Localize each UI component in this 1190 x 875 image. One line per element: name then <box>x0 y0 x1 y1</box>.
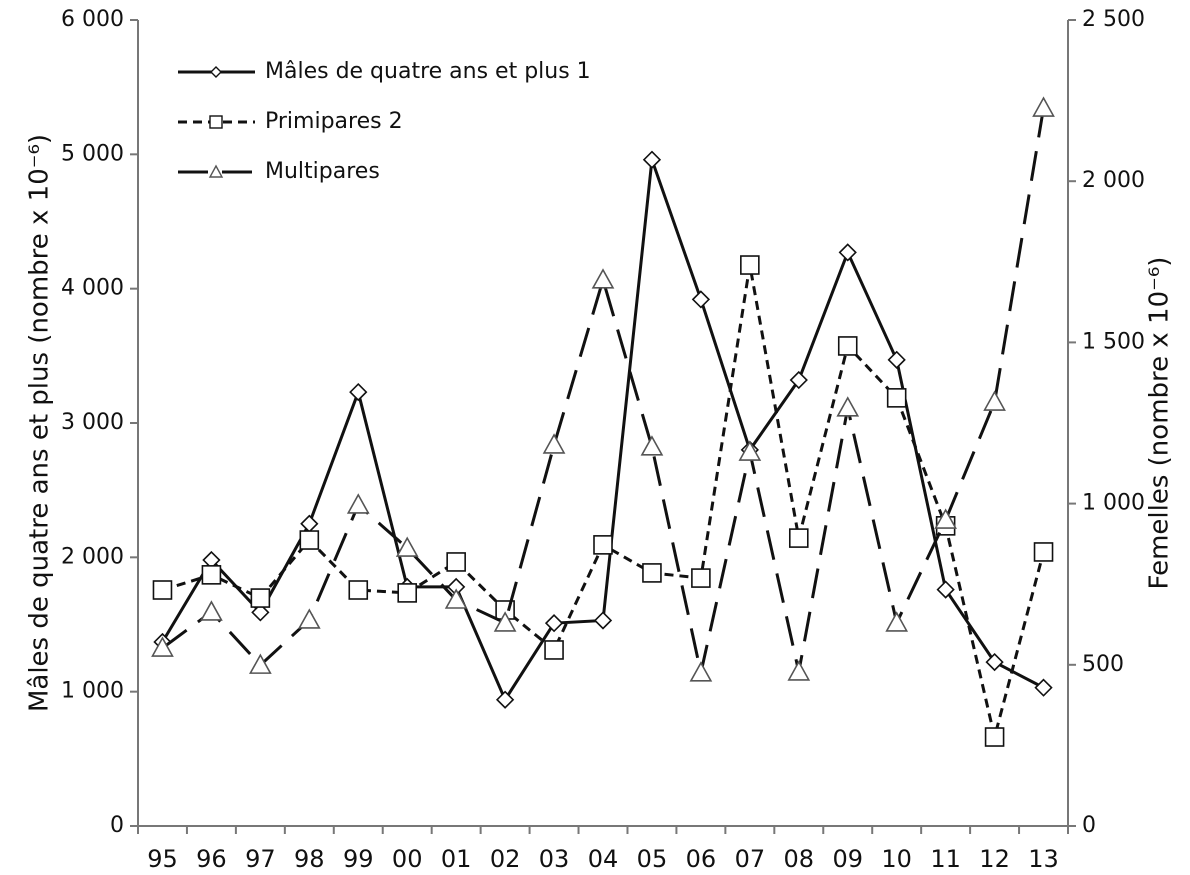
y-tick-label: 4 000 <box>61 276 124 301</box>
square-marker <box>348 580 369 600</box>
x-tick-label: 02 <box>490 845 521 873</box>
square-marker <box>984 727 1005 747</box>
diamond-marker <box>838 243 857 262</box>
x-tick-label: 13 <box>1028 845 1059 873</box>
square-marker <box>152 580 173 600</box>
diamond-marker <box>593 611 613 630</box>
diamond-marker <box>1034 678 1053 697</box>
y-tick-label: 0 <box>110 813 124 838</box>
triangle-marker <box>200 600 223 621</box>
x-tick-label: 03 <box>539 845 570 873</box>
y-tick-label: 1 000 <box>61 679 124 704</box>
triangle-marker <box>787 660 811 681</box>
legend-label: Multipares <box>265 159 380 184</box>
y-tick-label: 2 000 <box>61 544 124 569</box>
square-marker <box>250 588 271 608</box>
triangle-marker <box>885 611 909 632</box>
square-marker <box>446 552 466 572</box>
diamond-marker <box>691 290 711 309</box>
y2-tick-label: 1 500 <box>1082 329 1145 354</box>
square-marker <box>1033 542 1054 562</box>
legend-marker <box>210 66 222 78</box>
x-tick-label: 98 <box>294 845 325 873</box>
diamond-marker <box>642 150 662 169</box>
triangle-marker <box>151 636 174 657</box>
y2-tick-label: 1 000 <box>1082 491 1145 516</box>
y-tick-label: 3 000 <box>61 410 124 435</box>
series-line <box>161 107 1046 674</box>
square-marker <box>740 255 760 275</box>
x-tick-label: 09 <box>832 845 863 873</box>
legend-marker <box>209 115 223 129</box>
square-marker <box>642 563 662 583</box>
diamond-marker <box>985 652 1004 672</box>
x-tick-label: 11 <box>930 845 961 873</box>
triangle-marker <box>444 588 468 609</box>
square-marker <box>544 640 564 660</box>
triangle-marker <box>1032 96 1055 117</box>
legend-label: Primipares 2 <box>265 109 403 134</box>
x-tick-label: 10 <box>881 845 912 873</box>
y2-tick-label: 500 <box>1082 652 1124 677</box>
x-tick-label: 12 <box>979 845 1010 873</box>
triangle-marker <box>395 536 419 557</box>
triangle-marker <box>591 268 615 289</box>
diamond-marker <box>495 690 515 709</box>
triangle-marker <box>640 435 664 456</box>
legend-marker <box>208 164 224 178</box>
triangle-marker <box>689 661 713 682</box>
y-tick-label: 6 000 <box>61 7 124 32</box>
square-marker <box>201 565 222 585</box>
y-tick-label: 5 000 <box>61 141 124 166</box>
square-marker <box>837 336 858 356</box>
y2-tick-label: 2 000 <box>1082 168 1145 193</box>
diamond-marker <box>789 370 808 390</box>
x-tick-label: 00 <box>392 845 423 873</box>
x-tick-label: 06 <box>686 845 717 873</box>
square-marker <box>691 568 711 588</box>
triangle-marker <box>983 390 1006 411</box>
triangle-marker <box>836 396 860 417</box>
triangle-marker <box>346 493 370 514</box>
x-tick-label: 07 <box>735 845 766 873</box>
square-marker <box>593 535 613 555</box>
x-tick-label: 08 <box>784 845 815 873</box>
x-tick-label: 01 <box>441 845 472 873</box>
x-tick-label: 99 <box>343 845 374 873</box>
diamond-marker <box>936 580 955 599</box>
triangle-marker <box>493 611 517 632</box>
square-marker <box>886 388 907 408</box>
diamond-marker <box>544 614 564 633</box>
triangle-marker <box>542 433 566 454</box>
triangle-marker <box>738 440 762 461</box>
y2-tick-label: 0 <box>1082 813 1096 838</box>
triangle-marker <box>297 608 321 629</box>
square-marker <box>397 583 418 603</box>
diamond-marker <box>349 382 368 402</box>
triangle-marker <box>934 508 957 529</box>
diamond-marker <box>300 514 319 533</box>
legend-label: Mâles de quatre ans et plus 1 <box>265 59 591 84</box>
diamond-marker <box>887 350 906 369</box>
x-tick-label: 95 <box>147 845 178 873</box>
x-tick-label: 97 <box>245 845 276 873</box>
x-tick-label: 05 <box>637 845 668 873</box>
triangle-marker <box>249 653 272 674</box>
x-tick-label: 04 <box>588 845 619 873</box>
x-tick-label: 96 <box>196 845 227 873</box>
diamond-marker <box>251 603 270 622</box>
square-marker <box>299 530 320 550</box>
y2-tick-label: 2 500 <box>1082 7 1145 32</box>
series-line <box>162 264 1045 738</box>
y2-axis-label: Femelles (nombre x 10⁻⁶) <box>1145 257 1175 590</box>
y-axis-label: Mâles de quatre ans et plus (nombre x 10… <box>25 134 55 712</box>
square-marker <box>788 528 809 548</box>
